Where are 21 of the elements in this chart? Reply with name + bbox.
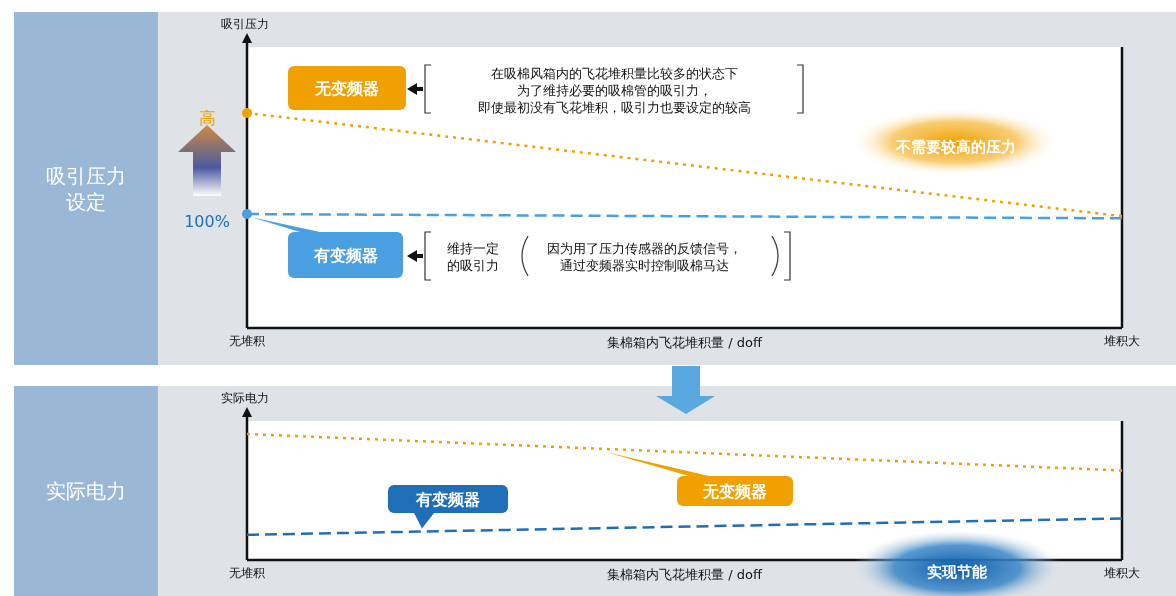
series-label: 无变频器 bbox=[314, 79, 379, 98]
annotation: 因为用了压力传感器的反馈信号，通过变频器实时控制吸棉马达 bbox=[546, 240, 742, 273]
annotation: 高 bbox=[198, 108, 216, 128]
y-axis-title: 吸引压力 bbox=[221, 17, 269, 31]
x-tick-label: 无堆积 bbox=[229, 566, 265, 580]
annotation: 维持一定的吸引力 bbox=[447, 240, 499, 273]
text: 吸引压力设定 bbox=[46, 163, 126, 214]
text: 实际电力 bbox=[46, 479, 126, 503]
series-label: 无变频器 bbox=[702, 482, 767, 501]
x-axis-title: 集棉箱内飞花堆积量 / doff bbox=[607, 567, 763, 582]
text: 实现节能 bbox=[927, 563, 988, 581]
series-label: 有变频器 bbox=[312, 246, 378, 265]
y-axis-title: 实际电力 bbox=[221, 391, 269, 405]
annotation: 不需要较高的压力 bbox=[895, 138, 1016, 156]
x-tick-label: 堆积大 bbox=[1103, 334, 1140, 348]
annotation: 100% bbox=[184, 212, 230, 231]
series-label: 有变频器 bbox=[415, 490, 480, 509]
x-tick-label: 无堆积 bbox=[229, 334, 265, 348]
x-tick-label: 堆积大 bbox=[1103, 566, 1140, 580]
annotation: 在吸棉风箱内的飞花堆积量比较多的状态下为了维持必要的吸棉管的吸引力，即使最初没有飞花堆积，吸引力也要设定的较高 bbox=[477, 66, 751, 115]
x-axis-title: 集棉箱内飞花堆积量 / doff bbox=[607, 335, 763, 350]
